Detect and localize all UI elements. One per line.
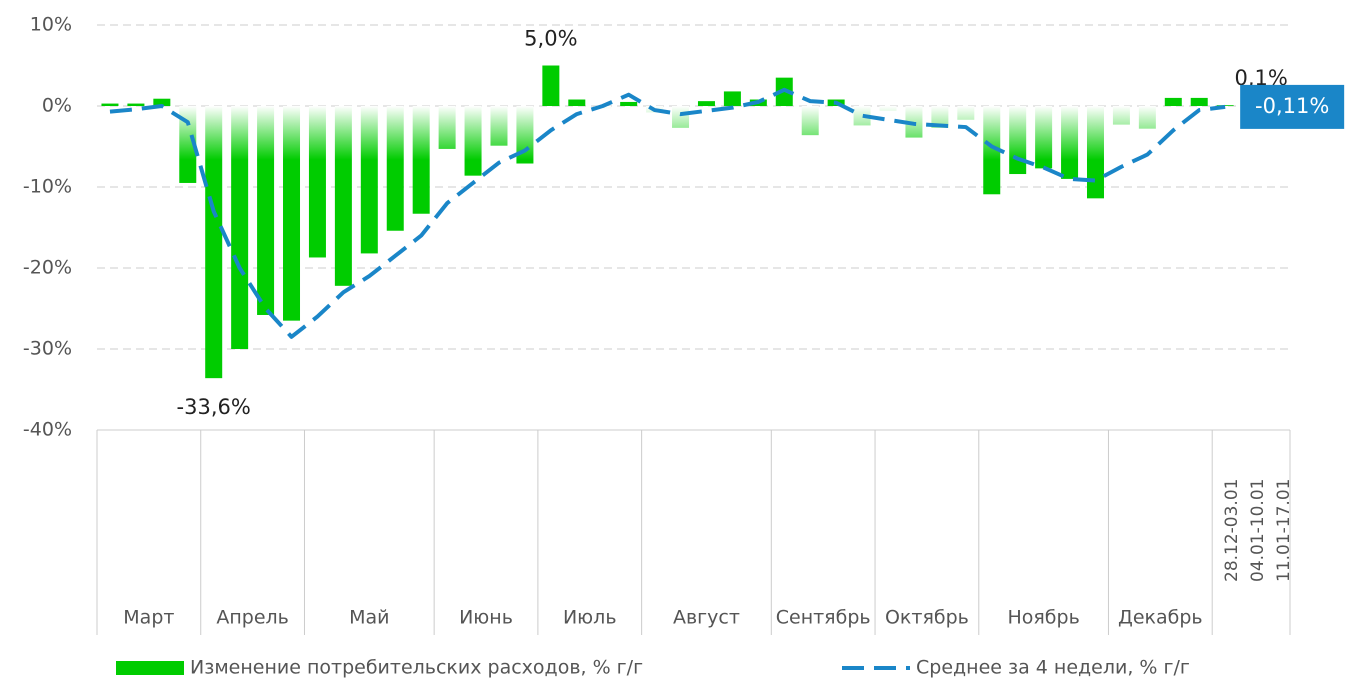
category-group-label: Октябрь bbox=[885, 607, 969, 629]
legend-swatch bbox=[116, 661, 184, 675]
y-tick-label: -30% bbox=[23, 338, 72, 360]
bar bbox=[283, 106, 301, 321]
bar bbox=[360, 106, 378, 254]
bar bbox=[905, 106, 923, 138]
data-label: -33,6% bbox=[177, 395, 251, 419]
category-group-label: Ноябрь bbox=[1007, 607, 1079, 629]
data-label: 5,0% bbox=[524, 27, 577, 51]
bar bbox=[257, 106, 275, 315]
bar bbox=[464, 106, 482, 176]
bar bbox=[231, 106, 249, 349]
x-tick-label: 28.12-03.01 bbox=[1222, 479, 1242, 582]
bar bbox=[1061, 106, 1079, 179]
category-group-label: Сентябрь bbox=[776, 607, 871, 629]
bar bbox=[127, 103, 145, 106]
y-tick-label: -20% bbox=[23, 257, 72, 279]
category-group-label: Июнь bbox=[459, 607, 513, 629]
data-label: -0,11% bbox=[1255, 94, 1329, 118]
category-group-label: Декабрь bbox=[1118, 607, 1203, 629]
bar bbox=[412, 106, 430, 214]
bar bbox=[1112, 106, 1130, 125]
category-group-label: Май bbox=[349, 607, 389, 629]
category-group-label: Июль bbox=[563, 607, 617, 629]
bar bbox=[438, 106, 456, 149]
category-group-label: Апрель bbox=[216, 607, 289, 629]
bar bbox=[879, 106, 897, 111]
bar bbox=[1009, 106, 1027, 175]
bar bbox=[153, 98, 171, 106]
bar bbox=[568, 99, 586, 106]
x-tick-label: 11.01-17.01 bbox=[1274, 479, 1294, 582]
bar bbox=[334, 106, 352, 286]
bar bbox=[801, 106, 819, 136]
bar bbox=[1086, 106, 1104, 199]
data-label-box bbox=[1240, 84, 1345, 129]
bar bbox=[1190, 97, 1208, 106]
x-tick-label: 04.01-10.01 bbox=[1248, 479, 1268, 582]
y-tick-label: -40% bbox=[23, 419, 72, 441]
bar bbox=[205, 106, 223, 379]
legend-label: Среднее за 4 недели, % г/г bbox=[916, 657, 1190, 679]
bar bbox=[697, 101, 715, 106]
bar bbox=[620, 101, 638, 106]
y-tick-label: -10% bbox=[23, 176, 72, 198]
line bbox=[109, 87, 1226, 339]
category-group-label: Август bbox=[673, 607, 740, 629]
bar bbox=[101, 103, 119, 106]
bar bbox=[386, 106, 404, 231]
y-tick-label: 10% bbox=[30, 14, 72, 36]
bar bbox=[179, 106, 197, 183]
bar bbox=[983, 106, 1001, 195]
y-tick-label: 0% bbox=[42, 95, 72, 117]
bar bbox=[957, 106, 975, 120]
bar bbox=[1164, 97, 1182, 106]
bar bbox=[931, 106, 949, 128]
bar bbox=[853, 106, 871, 126]
bar bbox=[1216, 105, 1234, 106]
bar bbox=[490, 106, 508, 146]
bar bbox=[542, 65, 560, 106]
bar bbox=[723, 91, 741, 106]
bar bbox=[1138, 106, 1156, 129]
bar bbox=[672, 106, 690, 128]
category-group-label: Март bbox=[123, 607, 174, 629]
bar bbox=[1035, 106, 1053, 169]
bar bbox=[308, 106, 326, 258]
legend-label: Изменение потребительских расходов, % г/… bbox=[190, 657, 643, 679]
